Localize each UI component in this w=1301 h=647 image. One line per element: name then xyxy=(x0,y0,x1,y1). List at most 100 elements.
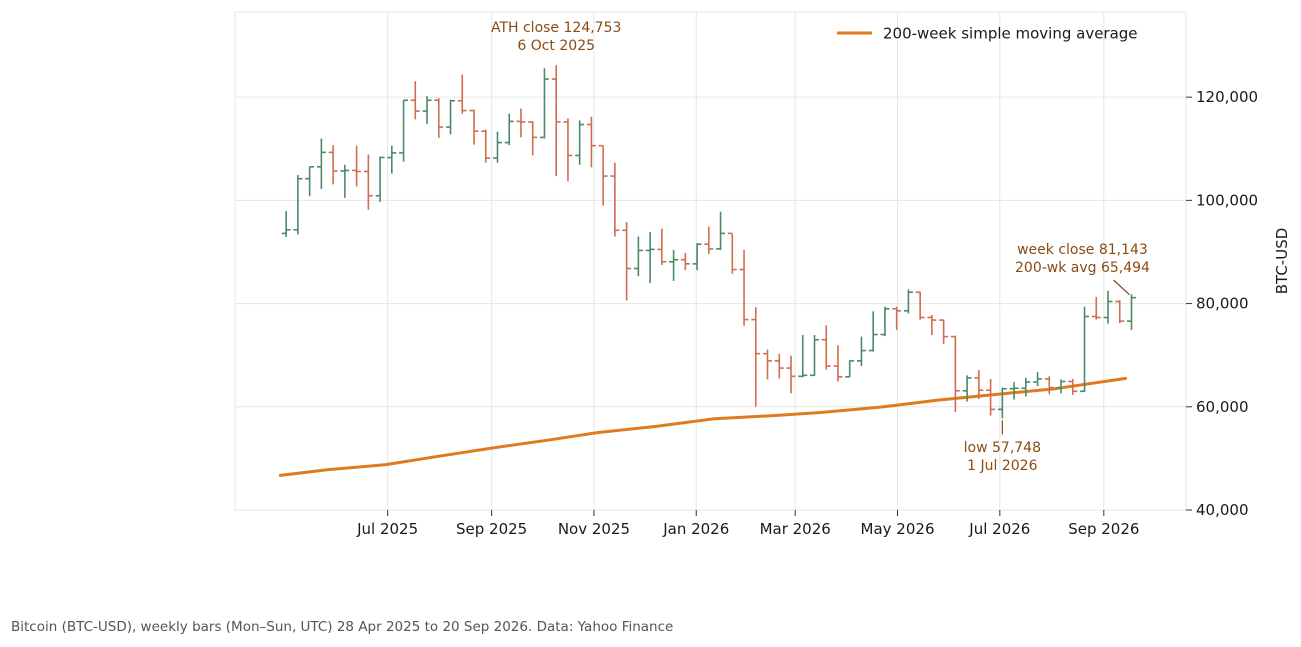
ohlc-bar-down xyxy=(528,121,538,156)
y-tick-label: 120,000 xyxy=(1196,88,1258,106)
grid-lines xyxy=(235,12,1186,510)
ohlc-bar-down xyxy=(727,232,737,274)
x-tick-label: Nov 2025 xyxy=(558,520,630,538)
ohlc-bar-down xyxy=(774,353,784,379)
legend-sma-label: 200-week simple moving average xyxy=(883,25,1138,43)
ohlc-bar-down xyxy=(622,222,632,301)
x-tick-label: Jul 2025 xyxy=(356,520,418,538)
ohlc-bar-down xyxy=(352,145,362,187)
x-tick-label: Mar 2026 xyxy=(760,520,831,538)
y-tick-label: 40,000 xyxy=(1196,501,1249,519)
ohlc-bar-up xyxy=(305,166,315,197)
x-tick-label: Jul 2026 xyxy=(968,520,1030,538)
annotation-last-week-label: week close 81,143 xyxy=(1017,242,1148,258)
ohlc-bar-up xyxy=(1080,306,1089,393)
ohlc-bar-down xyxy=(892,306,902,330)
ohlc-bar-down xyxy=(363,154,373,210)
x-tick-label: May 2026 xyxy=(861,520,935,538)
x-tick-label: Sep 2026 xyxy=(1068,520,1139,538)
annotation-last-week-label: 200-wk avg 65,494 xyxy=(1015,260,1150,276)
ohlc-bar-up xyxy=(316,138,326,190)
ohlc-bar-down xyxy=(786,355,796,394)
ohlc-bar-down xyxy=(469,109,479,145)
legend: 200-week simple moving average xyxy=(837,25,1138,43)
ohlc-bar-up xyxy=(716,211,726,250)
ohlc-bar-down xyxy=(950,335,960,412)
ohlc-bar-up xyxy=(539,68,549,139)
ohlc-bars xyxy=(281,65,1136,419)
ohlc-bar-down xyxy=(551,65,561,177)
ohlc-bar-down xyxy=(1044,376,1054,395)
ohlc-bar-down xyxy=(821,325,831,370)
ohlc-bar-down xyxy=(598,144,608,206)
ohlc-bar-up xyxy=(997,387,1007,419)
ohlc-bar-down xyxy=(586,116,596,168)
ohlc-bar-up xyxy=(387,145,397,174)
ohlc-bar-up xyxy=(962,375,972,402)
x-tick-label: Jan 2026 xyxy=(662,520,729,538)
ohlc-bar-down xyxy=(986,378,996,416)
annotation-low-label: low 57,748 xyxy=(964,440,1041,456)
y-tick-label: 60,000 xyxy=(1196,398,1249,416)
ohlc-bar-up xyxy=(375,156,385,202)
ohlc-bar-down xyxy=(680,253,690,271)
ohlc-bar-down xyxy=(763,349,772,380)
ohlc-bar-down xyxy=(657,228,667,265)
ohlc-bar-down xyxy=(739,249,749,326)
ohlc-bar-up xyxy=(669,249,679,281)
ohlc-bar-up xyxy=(340,164,350,198)
y-tick-label: 100,000 xyxy=(1196,191,1258,209)
ohlc-bar-down xyxy=(610,162,620,237)
ohlc-bar-down xyxy=(751,307,761,407)
ohlc-bar-down xyxy=(457,74,467,114)
y-tick-label: 80,000 xyxy=(1196,295,1249,313)
ohlc-bar-up xyxy=(1033,372,1043,387)
ohlc-bar-up xyxy=(1009,382,1019,400)
ohlc-bar-up xyxy=(504,113,514,146)
ohlc-bar-up xyxy=(868,311,878,352)
ohlc-bar-down xyxy=(481,129,491,163)
ohlc-bar-up xyxy=(880,306,890,337)
chart-caption: Bitcoin (BTC-USD), weekly bars (Mon–Sun,… xyxy=(11,619,674,635)
ohlc-bar-up xyxy=(399,99,409,162)
ohlc-bar-up xyxy=(645,231,655,283)
ohlc-bar-up xyxy=(810,335,819,377)
ohlc-bar-down xyxy=(516,108,526,138)
ohlc-bar-up xyxy=(1056,379,1066,394)
annotations: ATH close 124,753 6 Oct 2025 week close 81… xyxy=(491,20,1150,474)
ohlc-bar-up xyxy=(903,289,913,314)
annotation-ath-label: ATH close 124,753 xyxy=(491,20,621,36)
ohlc-bar-up xyxy=(422,96,432,124)
ohlc-bar-up xyxy=(1021,377,1031,397)
x-tick-label: Sep 2025 xyxy=(456,520,527,538)
ohlc-bar-up xyxy=(856,336,866,367)
annotation-last-week-arrow xyxy=(1113,279,1130,296)
btc-weekly-chart: 40,000 60,000 80,000 100,000 120,000 Jul 2025… xyxy=(234,11,1291,538)
axes: 40,000 60,000 80,000 100,000 120,000 Jul 2025… xyxy=(356,88,1258,538)
ohlc-bar-down xyxy=(328,145,338,185)
ohlc-bar-down xyxy=(704,226,714,255)
ohlc-bar-down xyxy=(563,118,573,182)
ohlc-bar-up xyxy=(798,335,808,378)
ohlc-bar-down xyxy=(939,319,949,344)
ohlc-bar-up xyxy=(845,360,855,378)
ohlc-bar-up xyxy=(633,236,643,277)
y-axis-title: BTC-USD xyxy=(1273,228,1291,295)
ohlc-bar-up xyxy=(293,175,303,235)
ohlc-bar-down xyxy=(434,98,444,138)
ohlc-bar-down xyxy=(927,314,937,336)
ohlc-bar-down xyxy=(974,370,984,400)
ohlc-bar-up xyxy=(692,243,702,271)
annotation-ath-label: 6 Oct 2025 xyxy=(517,38,595,54)
ohlc-bar-up xyxy=(575,120,585,165)
ohlc-bar-up xyxy=(493,131,502,163)
annotation-low-label: 1 Jul 2026 xyxy=(967,458,1037,474)
ohlc-bar-down xyxy=(410,81,420,120)
ohlc-bar-up xyxy=(446,99,455,135)
ohlc-bar-up xyxy=(1127,294,1136,330)
ohlc-bar-down xyxy=(1115,299,1125,324)
ohlc-bar-down xyxy=(1091,296,1101,320)
ohlc-bar-down xyxy=(915,291,925,320)
ohlc-bar-down xyxy=(833,345,843,382)
ohlc-bar-up xyxy=(1103,290,1113,324)
